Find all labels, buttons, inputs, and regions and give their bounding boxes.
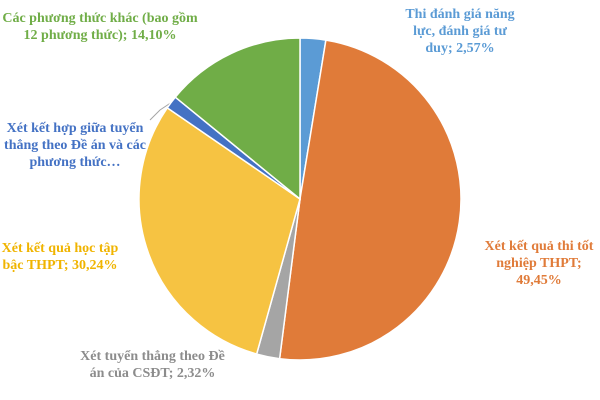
pie-slice	[174, 37, 301, 201]
slice-label: Xét kết quả học tập bậc THPT; 30,24%	[0, 240, 120, 274]
slice-value: 49,45%	[516, 273, 562, 288]
slice-value: 14,10%	[130, 28, 177, 43]
slice-name: Xét kết hợp giữa tuyển thẳng theo Đề án …	[4, 121, 146, 170]
slice-label: Xét kết hợp giữa tuyển thẳng theo Đề án …	[0, 120, 150, 171]
slice-name: Các phương thức khác (bao gồm 12 phương …	[2, 11, 198, 43]
slice-value: 2,32%	[176, 366, 216, 381]
slice-name: Xét kết quả thi tốt nghiệp THPT;	[484, 239, 594, 271]
slice-label: Xét tuyển thẳng theo Đề án của CSĐT; 2,3…	[80, 348, 225, 382]
slice-value: 2,57%	[456, 41, 495, 56]
slice-label: Xét kết quả thi tốt nghiệp THPT; 49,45%	[478, 238, 600, 289]
pie-slice	[138, 106, 301, 355]
pie-slice	[278, 39, 462, 361]
slice-label: Thi đánh giá năng lực, đánh giá tư duy; …	[405, 6, 515, 57]
slice-name: Xét kết quả học tập bậc THPT;	[1, 241, 119, 273]
slice-name: Xét tuyển thẳng theo Đề án của CSĐT;	[80, 349, 225, 381]
leader-line	[149, 101, 173, 121]
slice-label: Các phương thức khác (bao gồm 12 phương …	[0, 10, 200, 44]
slice-value: 30,24%	[72, 258, 118, 273]
slice-name: Thi đánh giá năng lực, đánh giá tư duy;	[405, 7, 515, 56]
